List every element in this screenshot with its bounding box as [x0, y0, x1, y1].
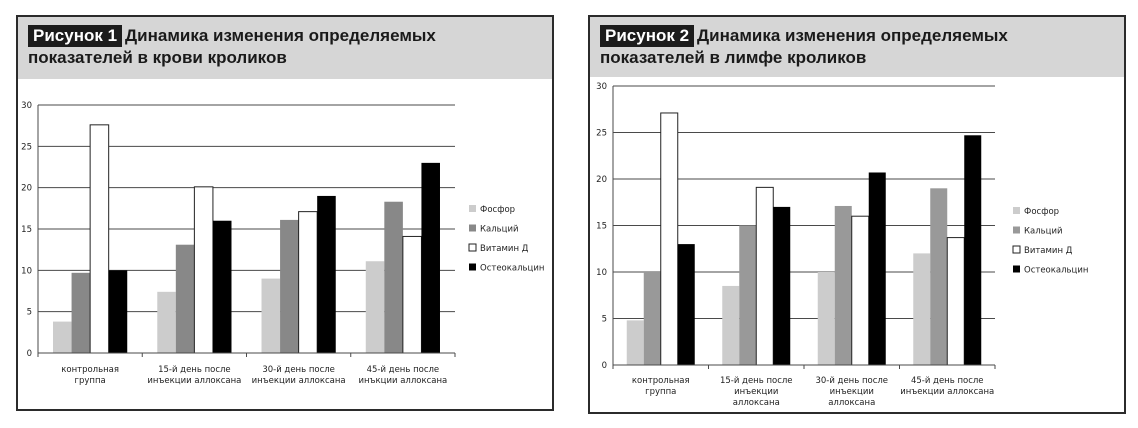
- legend-swatch: [1012, 245, 1021, 254]
- figure-1-header: Рисунок 1 Динамика изменения определяемых…: [18, 17, 552, 79]
- bar: [660, 112, 679, 366]
- legend-label: Остеокальцин: [1024, 266, 1088, 276]
- figure-1-title-line2: показателей в крови кроликов: [28, 48, 287, 67]
- legend-swatch: [469, 224, 476, 232]
- bar: [626, 320, 644, 365]
- legend-label: Кальций: [480, 225, 519, 235]
- legend-swatch: [1013, 226, 1020, 234]
- figure-2-title-line2: показателей в лимфе кроликов: [600, 48, 867, 67]
- x-category-label: 30-й день после инъекции аллоксана: [815, 376, 888, 408]
- bar: [739, 225, 757, 365]
- y-tick-label: 25: [596, 129, 607, 139]
- x-category-label: контрольная группа: [61, 365, 119, 386]
- figure-1-chart: 0 5 10 15 20 25 30 контрольная группа 15-й день п…: [21, 101, 544, 386]
- legend-label: Витамин Д: [480, 244, 529, 254]
- x-category-label: 30-й день после инъекции аллоксана: [252, 365, 346, 386]
- bar: [964, 135, 982, 365]
- legend-swatch: [468, 243, 477, 252]
- bar: [868, 172, 886, 365]
- y-tick-label: 0: [602, 361, 607, 371]
- y-tick-label: 30: [596, 82, 607, 92]
- bar: [261, 278, 281, 353]
- bar: [834, 205, 852, 365]
- bar: [643, 272, 661, 365]
- y-tick-label: 30: [21, 101, 32, 111]
- bar: [53, 321, 72, 353]
- bar: [317, 195, 336, 353]
- legend-label: Фосфор: [480, 205, 515, 215]
- bar: [384, 201, 403, 353]
- bar: [817, 272, 835, 365]
- legend-swatch: [469, 205, 476, 212]
- bar: [773, 206, 791, 365]
- bar: [280, 219, 299, 353]
- legend-label: Витамин Д: [1024, 246, 1073, 256]
- y-tick-label: 15: [596, 222, 607, 232]
- x-category-label: контрольная группа: [632, 376, 690, 397]
- x-category-label: 45-й день после инъекции аллоксана: [900, 376, 994, 397]
- bar: [365, 261, 385, 353]
- bar: [421, 162, 440, 353]
- bar: [108, 270, 128, 353]
- bar: [157, 291, 176, 353]
- y-tick-label: 5: [27, 308, 32, 318]
- figure-1-chart-area: 0 5 10 15 20 25 30 контрольная группа 15-й день п…: [18, 79, 552, 409]
- legend: Фосфор Кальций Витамин Д Остеокальцин: [1012, 207, 1088, 276]
- y-tick-label: 5: [602, 315, 607, 325]
- bar: [946, 237, 965, 366]
- bar: [722, 285, 740, 365]
- legend: Фосфор Кальций Витамин Д Остеокальцин: [468, 205, 544, 274]
- figure-1-badge: Рисунок 1: [28, 25, 123, 47]
- x-category-label: 15-й день после инъекции аллоксана: [147, 365, 241, 386]
- bar: [930, 188, 948, 365]
- figure-2: Рисунок 2 Динамика изменения определяемых…: [588, 15, 1126, 414]
- y-tick-label: 20: [596, 175, 607, 185]
- bar: [677, 244, 695, 365]
- legend-swatch: [1013, 207, 1020, 214]
- figure-2-badge: Рисунок 2: [600, 25, 695, 47]
- legend-swatch: [469, 263, 476, 271]
- legend-label: Фосфор: [1024, 207, 1059, 217]
- legend-label: Кальций: [1024, 227, 1063, 237]
- x-category-label: 15-й день после инъекции аллоксана: [720, 376, 793, 408]
- legend-swatch: [1013, 265, 1020, 273]
- bar: [193, 186, 214, 354]
- y-tick-label: 0: [27, 349, 32, 359]
- bar: [71, 272, 91, 353]
- legend-label: Остеокальцин: [480, 264, 544, 274]
- bar: [755, 186, 774, 366]
- figure-2-chart: 0 5 10 15 20 25 30 контрольная группа 15-й день п…: [596, 82, 1088, 408]
- bar: [212, 220, 232, 353]
- bar: [913, 253, 931, 365]
- bar: [402, 235, 422, 354]
- y-tick-label: 10: [596, 268, 607, 278]
- y-tick-label: 25: [21, 142, 32, 152]
- figure-2-chart-area: 0 5 10 15 20 25 30 контрольная группа 15-й день п…: [590, 77, 1124, 412]
- y-tick-label: 10: [21, 266, 32, 276]
- y-tick-label: 20: [21, 184, 32, 194]
- y-tick-label: 15: [21, 225, 32, 235]
- bar: [851, 215, 870, 366]
- bar: [89, 124, 110, 354]
- figure-2-header: Рисунок 2 Динамика изменения определяемых…: [590, 17, 1124, 77]
- figure-1: Рисунок 1 Динамика изменения определяемых…: [16, 15, 554, 411]
- figure-1-title-line1: Динамика изменения определяемых: [125, 26, 436, 45]
- bar: [298, 211, 318, 354]
- x-category-label: 45-й день после инъкции аллоксана: [358, 365, 447, 386]
- bar: [175, 244, 195, 353]
- figure-2-title-line1: Динамика изменения определяемых: [697, 26, 1008, 45]
